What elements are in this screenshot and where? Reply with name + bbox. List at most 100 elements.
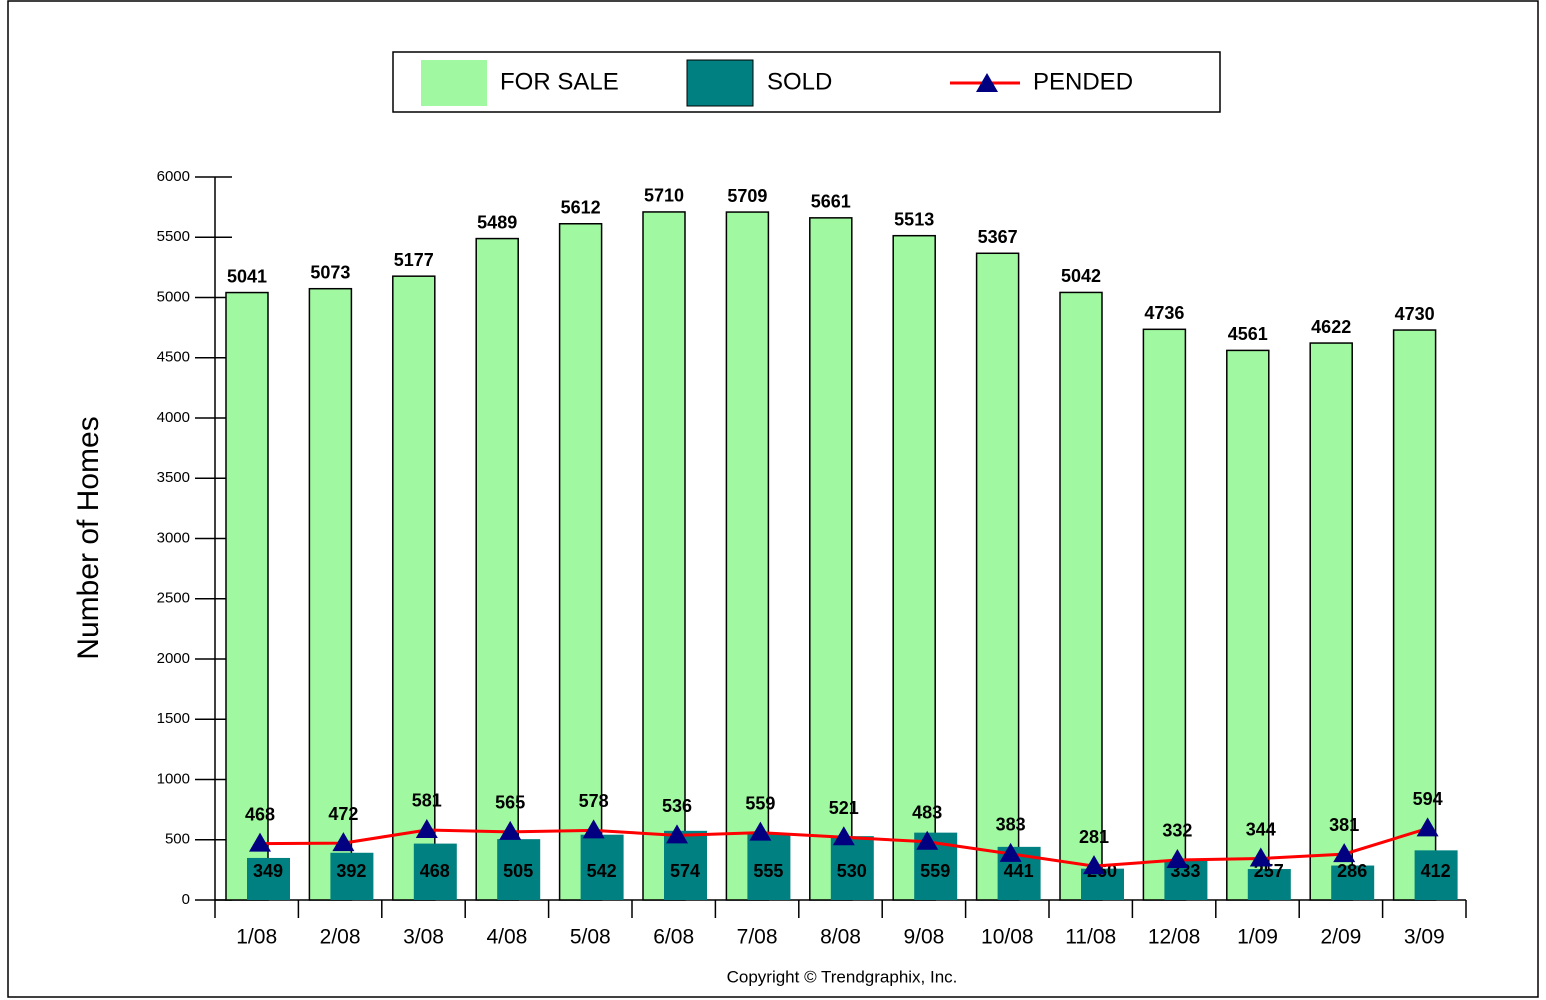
marker	[749, 821, 772, 841]
bar	[580, 834, 624, 900]
legend-marker	[976, 73, 998, 92]
value-label: 559	[745, 793, 775, 813]
value-label: 5709	[727, 186, 767, 206]
legend-swatch	[421, 60, 487, 106]
bar	[809, 217, 853, 901]
bar	[1247, 869, 1291, 900]
bar	[475, 237, 519, 901]
y-tick-label: 4000	[157, 409, 190, 426]
bar	[558, 223, 603, 901]
bar	[747, 833, 791, 900]
value-label: 381	[1329, 815, 1359, 835]
value-label: 530	[837, 861, 867, 881]
legend-label: SOLD	[767, 68, 832, 95]
value-label: 383	[996, 815, 1026, 835]
legend-swatch	[686, 59, 754, 107]
legend-label: PENDED	[1033, 68, 1133, 95]
value-label: 392	[336, 861, 366, 881]
marker	[1083, 855, 1105, 875]
y-tick-label: 5000	[157, 288, 190, 305]
x-tick-label: 11/08	[1065, 926, 1116, 949]
value-label: 468	[420, 861, 450, 881]
value-label: 4622	[1311, 317, 1351, 337]
bar	[892, 234, 936, 901]
value-label: 286	[1337, 861, 1367, 881]
x-tick-label: 12/08	[1148, 926, 1201, 949]
x-tick-label: 9/08	[903, 926, 944, 949]
value-label: 4736	[1144, 303, 1184, 323]
bar	[1226, 349, 1270, 901]
bar	[1309, 342, 1353, 901]
value-label: 559	[920, 861, 950, 881]
marker	[249, 832, 271, 852]
bar	[642, 211, 686, 901]
marker	[1333, 843, 1356, 863]
legend-label: FOR SALE	[500, 68, 619, 95]
value-label: 594	[1413, 789, 1443, 809]
y-tick-label: 1500	[157, 710, 190, 727]
marker	[332, 832, 355, 852]
value-label: 349	[253, 861, 283, 881]
value-label: 332	[1162, 821, 1192, 841]
value-label: 5661	[811, 192, 851, 212]
bar	[1414, 850, 1458, 900]
value-label: 5367	[978, 227, 1018, 247]
value-label: 565	[495, 793, 525, 813]
value-label: 441	[1004, 861, 1034, 881]
y-tick-label: 3000	[157, 529, 190, 546]
value-label: 521	[829, 798, 859, 818]
x-tick-label: 1/08	[236, 926, 277, 949]
legend-box	[392, 51, 1221, 113]
x-tick-label: 4/08	[486, 926, 527, 949]
marker	[499, 820, 522, 840]
copyright: Copyright © Trendgraphix, Inc.	[727, 967, 958, 986]
value-label: 555	[753, 861, 783, 881]
bar	[247, 857, 290, 900]
value-label: 5612	[561, 198, 601, 218]
bar	[830, 836, 874, 900]
marker	[1166, 848, 1189, 868]
bar	[392, 275, 436, 901]
marker	[1249, 847, 1272, 867]
marker	[999, 842, 1022, 862]
y-tick-label: 500	[165, 831, 190, 848]
x-tick-label: 10/08	[981, 926, 1034, 949]
value-label: 542	[587, 861, 617, 881]
marker	[1416, 817, 1439, 837]
y-tick-label: 1000	[157, 770, 190, 787]
value-label: 5513	[894, 209, 934, 229]
value-label: 536	[662, 796, 692, 816]
value-label: 5073	[310, 262, 350, 282]
marker	[666, 824, 688, 844]
value-label: 574	[670, 861, 700, 881]
marker	[415, 818, 438, 838]
value-label: 344	[1246, 819, 1276, 839]
value-label: 4561	[1228, 324, 1268, 344]
bar	[1142, 328, 1187, 901]
value-label: 5489	[477, 212, 517, 232]
bar	[1059, 291, 1103, 901]
value-label: 281	[1079, 827, 1109, 847]
x-tick-label: 2/09	[1320, 926, 1361, 949]
value-label: 4730	[1395, 304, 1435, 324]
bar	[413, 843, 457, 900]
y-tick-label: 2000	[157, 650, 190, 667]
frame	[7, 0, 1539, 998]
bar	[975, 252, 1020, 901]
value-label: 578	[579, 791, 609, 811]
bar	[725, 211, 770, 901]
x-tick-label: 3/09	[1404, 926, 1445, 949]
x-tick-label: 5/08	[570, 926, 611, 949]
y-tick-label: 4500	[157, 349, 190, 366]
x-tick-label: 6/08	[653, 926, 694, 949]
value-label: 5042	[1061, 266, 1101, 286]
marker	[832, 826, 855, 846]
x-tick-label: 8/08	[820, 926, 861, 949]
x-tick-label: 3/08	[403, 926, 444, 949]
y-axis-label: Number of Homes	[72, 416, 105, 659]
value-label: 505	[503, 861, 533, 881]
bar	[330, 852, 374, 900]
value-label: 581	[412, 791, 442, 811]
value-label: 5041	[227, 266, 267, 286]
